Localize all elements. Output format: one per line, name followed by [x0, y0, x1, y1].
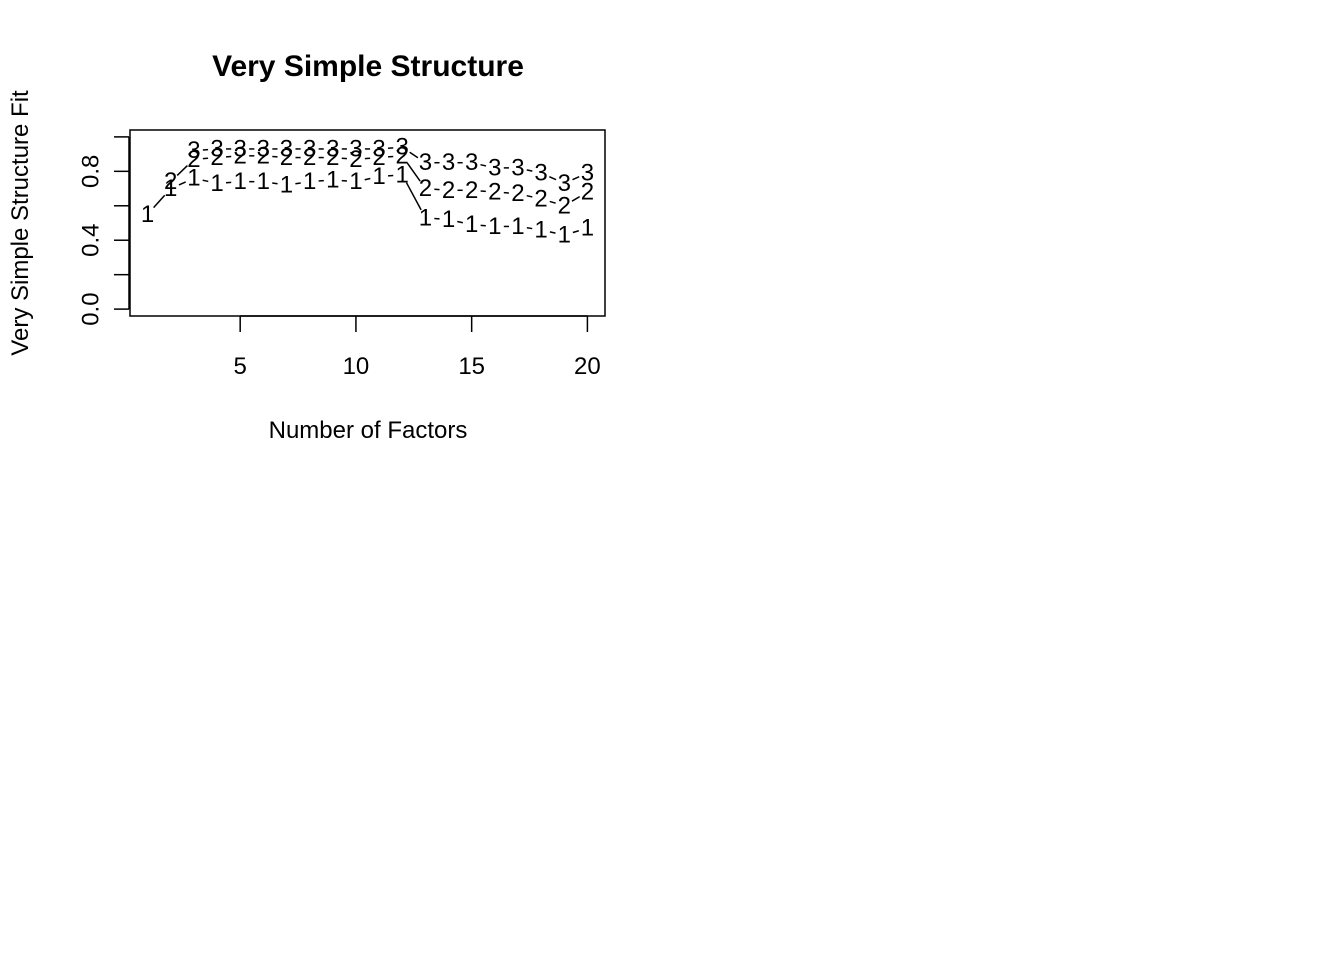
series-2-point: 2	[511, 180, 524, 207]
series-2-segment	[406, 162, 421, 182]
y-tick-label: 0.8	[77, 155, 104, 188]
series-2-point: 2	[558, 192, 571, 219]
series-1-point: 1	[558, 222, 571, 249]
x-tick-label: 10	[343, 353, 370, 380]
series-3-segment	[480, 163, 487, 167]
series-1-point: 1	[280, 172, 293, 199]
x-tick-label: 20	[574, 353, 601, 380]
series-3-point: 3	[511, 154, 524, 181]
chart-title: Very Simple Structure	[212, 50, 524, 83]
series-2-point: 2	[280, 144, 293, 171]
series-1-point: 1	[210, 170, 223, 197]
series-1-point: 1	[164, 175, 177, 202]
series-3-point: 3	[396, 134, 409, 161]
y-tick-label: 0.0	[77, 292, 104, 325]
series-2-point: 2	[419, 175, 432, 202]
series-1-segment	[526, 227, 533, 230]
series-1-point: 1	[511, 213, 524, 240]
y-axis: 0.0 0.4 0.8	[77, 136, 130, 326]
series-1-segment	[364, 177, 371, 181]
series-1-point: 1	[442, 206, 455, 233]
y-axis-label: Very Simple Structure Fit	[7, 90, 34, 356]
series-2-point: 2	[257, 142, 270, 169]
series-3-point: 3	[303, 135, 316, 162]
y-tick-label: 0.4	[77, 224, 104, 257]
series-3-point: 3	[581, 160, 594, 187]
series-3-segment	[526, 169, 533, 172]
series-1-segment	[457, 220, 464, 224]
series-1-segment	[178, 181, 186, 186]
series-1-segment	[153, 194, 166, 209]
series-1-point: 1	[234, 168, 247, 195]
series-2-segment	[176, 164, 188, 176]
series-1-point: 1	[141, 201, 154, 228]
series-2-point: 2	[396, 142, 409, 169]
series-2-point: 2	[234, 142, 247, 169]
series-3-point: 3	[534, 160, 547, 187]
series-1-point: 1	[257, 168, 270, 195]
series-1-point: 1	[326, 166, 339, 193]
series-1-point: 1	[465, 211, 478, 238]
series-3-segment	[572, 176, 580, 181]
series-1-segment	[202, 179, 209, 183]
series-2-point: 2	[581, 179, 594, 206]
series-2-point: 2	[465, 177, 478, 204]
x-axis: 5 10 15 20	[234, 315, 601, 380]
series-3-point: 3	[442, 149, 455, 176]
series-3-point: 3	[558, 170, 571, 197]
series-2-point: 2	[326, 144, 339, 171]
x-tick-label: 15	[458, 353, 485, 380]
series-2-point: 2	[303, 144, 316, 171]
series-3-point: 3	[419, 149, 432, 176]
series-1-point: 1	[419, 204, 432, 231]
series-1-point: 1	[187, 165, 200, 192]
series-1-point: 1	[488, 213, 501, 240]
series-1-point: 1	[372, 163, 385, 190]
series-1-segment	[405, 182, 422, 211]
series-2-point: 2	[164, 168, 177, 195]
series-1-point: 1	[534, 216, 547, 243]
series-3-point: 3	[326, 135, 339, 162]
series-2-point: 2	[349, 146, 362, 173]
series-3-point: 3	[465, 149, 478, 176]
series-1-segment	[295, 182, 301, 185]
series-2-point: 2	[187, 146, 200, 173]
series-3-segment	[549, 176, 557, 181]
series-2-point: 2	[372, 144, 385, 171]
series-1-segment	[572, 230, 579, 234]
x-axis-label: Number of Factors	[269, 417, 468, 444]
series-point-labels: 11 1 1 1 1 1 1 1 1 1 11 1 1 1 1 1 1 122 2 2 2 2 2 2 2 2 22 2 2 2 2 2 223…	[141, 134, 594, 249]
series-1-point: 1	[303, 168, 316, 195]
series-1-segment	[272, 182, 278, 185]
series-1-point: 1	[581, 215, 594, 242]
series-1-segment	[549, 231, 556, 234]
series-1-point: 1	[396, 161, 409, 188]
series-2-segment	[571, 195, 581, 202]
series-2-point: 2	[488, 179, 501, 206]
series-3-point: 3	[234, 135, 247, 162]
series-2-point: 2	[210, 144, 223, 171]
series-3-point: 3	[349, 135, 362, 162]
series-2-point: 2	[442, 177, 455, 204]
series-3-point: 3	[372, 135, 385, 162]
series-3-segment	[409, 151, 419, 159]
series-1-point: 1	[349, 168, 362, 195]
series-2-point: 2	[534, 185, 547, 212]
series-3-point: 3	[280, 135, 293, 162]
series-2-segment	[549, 200, 556, 204]
series-3-point: 3	[210, 135, 223, 162]
series-2-segment	[526, 194, 533, 198]
series-3-point: 3	[257, 135, 270, 162]
x-tick-label: 5	[234, 353, 247, 380]
series-3-point: 3	[187, 137, 200, 164]
series-3-point: 3	[488, 154, 501, 181]
series-lines	[153, 147, 581, 234]
